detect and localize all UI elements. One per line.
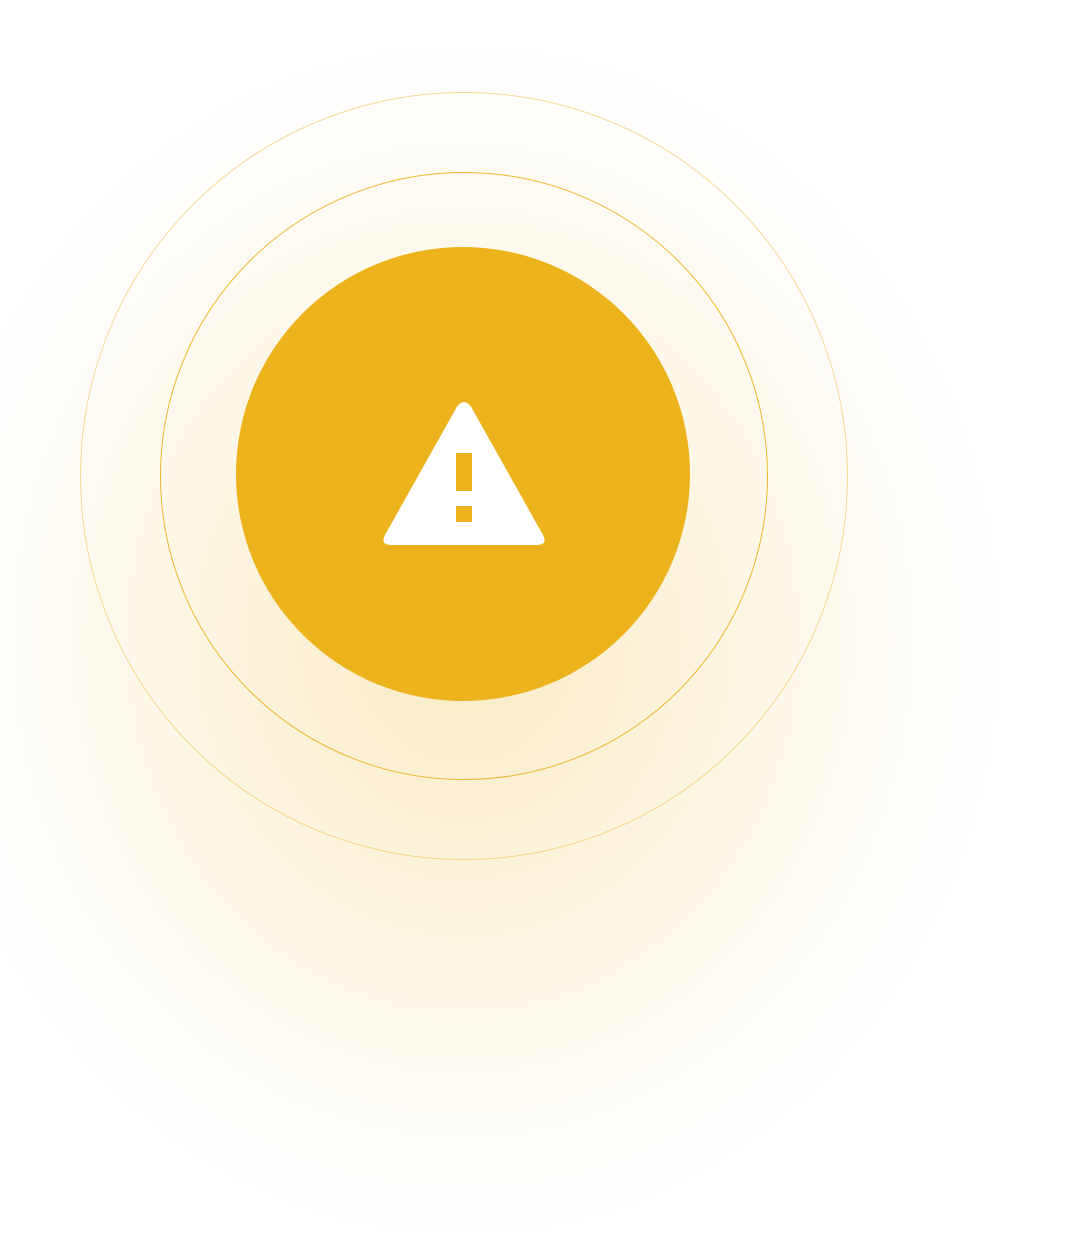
outer-ring xyxy=(80,92,848,860)
warning-triangle-icon xyxy=(383,402,545,545)
inner-ring xyxy=(160,172,768,780)
